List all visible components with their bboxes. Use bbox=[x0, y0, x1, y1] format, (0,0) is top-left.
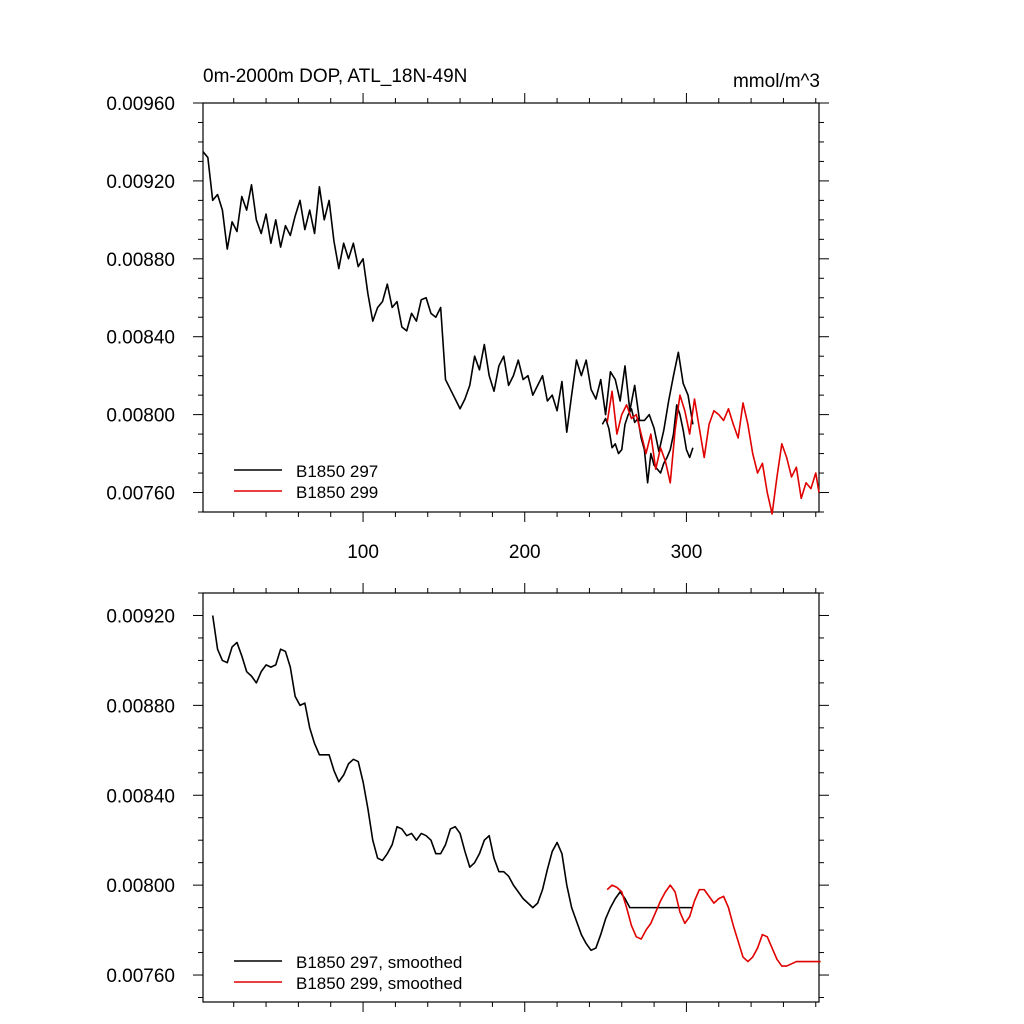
bottom-y-tick-label: 0.00880 bbox=[106, 696, 175, 717]
bottom-axis-ticks: 0.00760 0.00800 0.00840 0.00880 0.00920 bbox=[106, 583, 829, 1012]
bottom-series-line-0 bbox=[211, 615, 693, 952]
top-legend: B1850 297 B1850 299 bbox=[234, 462, 378, 502]
top-y-tick-label: 0.00760 bbox=[106, 484, 175, 505]
bottom-y-tick-label: 0.00760 bbox=[106, 966, 175, 987]
legend-label-b1850-299: B1850 299 bbox=[296, 483, 378, 502]
top-series-line-0 bbox=[202, 151, 694, 453]
legend-label-b1850-297-smoothed: B1850 297, smoothed bbox=[296, 953, 462, 972]
bottom-series-group bbox=[211, 615, 821, 967]
top-y-tick-label: 0.00920 bbox=[106, 172, 175, 193]
top-x-tick-label: 200 bbox=[509, 542, 541, 563]
top-axis-ticks: 0.00760 0.00800 0.00840 0.00880 0.00920 0.009… bbox=[106, 93, 829, 563]
top-chart-panel: 0m-2000m DOP, ATL_18N-49N mmol/m^3 0.007… bbox=[106, 66, 829, 563]
bottom-plot-frame bbox=[202, 592, 820, 1003]
top-plot-frame bbox=[202, 102, 820, 513]
top-y-tick-label: 0.00800 bbox=[106, 406, 175, 427]
bottom-y-tick-label: 0.00800 bbox=[106, 876, 175, 897]
top-y-tick-label: 0.00840 bbox=[106, 328, 175, 349]
top-x-tick-label: 300 bbox=[671, 542, 703, 563]
top-chart-title: 0m-2000m DOP, ATL_18N-49N bbox=[203, 66, 467, 87]
legend-label-b1850-299-smoothed: B1850 299, smoothed bbox=[296, 974, 462, 993]
top-y-tick-label: 0.00880 bbox=[106, 250, 175, 271]
top-y-tick-label: 0.00960 bbox=[106, 94, 175, 115]
bottom-chart-panel: 0.00760 0.00800 0.00840 0.00880 0.00920 B185… bbox=[106, 583, 829, 1012]
legend-label-b1850-297: B1850 297 bbox=[296, 462, 378, 481]
top-series-line-1 bbox=[606, 390, 820, 515]
top-series-group bbox=[202, 151, 820, 515]
bottom-y-tick-label: 0.00840 bbox=[106, 786, 175, 807]
bottom-legend: B1850 297, smoothed B1850 299, smoothed bbox=[234, 953, 462, 993]
top-chart-units: mmol/m^3 bbox=[733, 71, 820, 92]
bottom-series-line-1 bbox=[606, 884, 821, 967]
top-x-tick-label: 100 bbox=[347, 542, 379, 563]
bottom-y-tick-label: 0.00920 bbox=[106, 606, 175, 627]
